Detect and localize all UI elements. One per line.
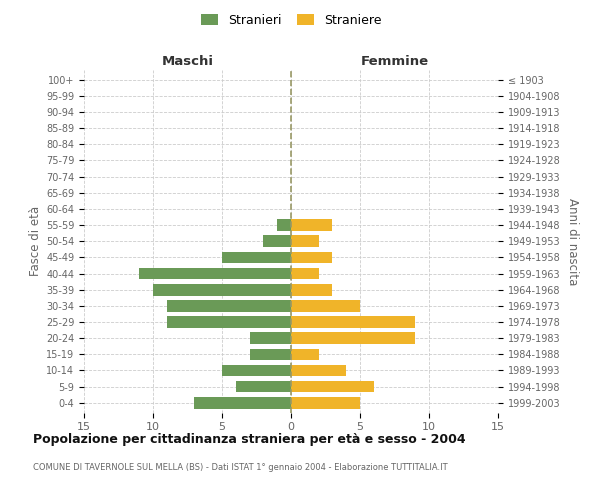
- Bar: [291, 236, 319, 247]
- Bar: [291, 268, 319, 280]
- Y-axis label: Fasce di età: Fasce di età: [29, 206, 42, 276]
- Bar: [291, 252, 332, 263]
- Bar: [153, 284, 291, 296]
- Bar: [263, 236, 291, 247]
- Bar: [139, 268, 291, 280]
- Bar: [167, 300, 291, 312]
- Bar: [291, 316, 415, 328]
- Bar: [194, 397, 291, 408]
- Bar: [291, 397, 360, 408]
- Bar: [291, 381, 374, 392]
- Text: Popolazione per cittadinanza straniera per età e sesso - 2004: Popolazione per cittadinanza straniera p…: [33, 432, 466, 446]
- Bar: [250, 348, 291, 360]
- Bar: [291, 332, 415, 344]
- Bar: [291, 300, 360, 312]
- Bar: [291, 364, 346, 376]
- Bar: [236, 381, 291, 392]
- Bar: [291, 220, 332, 231]
- Bar: [167, 316, 291, 328]
- Bar: [222, 252, 291, 263]
- Text: COMUNE DI TAVERNOLE SUL MELLA (BS) - Dati ISTAT 1° gennaio 2004 - Elaborazione T: COMUNE DI TAVERNOLE SUL MELLA (BS) - Dat…: [33, 462, 448, 471]
- Text: Femmine: Femmine: [361, 56, 428, 68]
- Bar: [277, 220, 291, 231]
- Text: Maschi: Maschi: [161, 56, 214, 68]
- Bar: [291, 284, 332, 296]
- Bar: [291, 348, 319, 360]
- Legend: Stranieri, Straniere: Stranieri, Straniere: [196, 8, 386, 32]
- Y-axis label: Anni di nascita: Anni di nascita: [566, 198, 579, 285]
- Bar: [222, 364, 291, 376]
- Bar: [250, 332, 291, 344]
